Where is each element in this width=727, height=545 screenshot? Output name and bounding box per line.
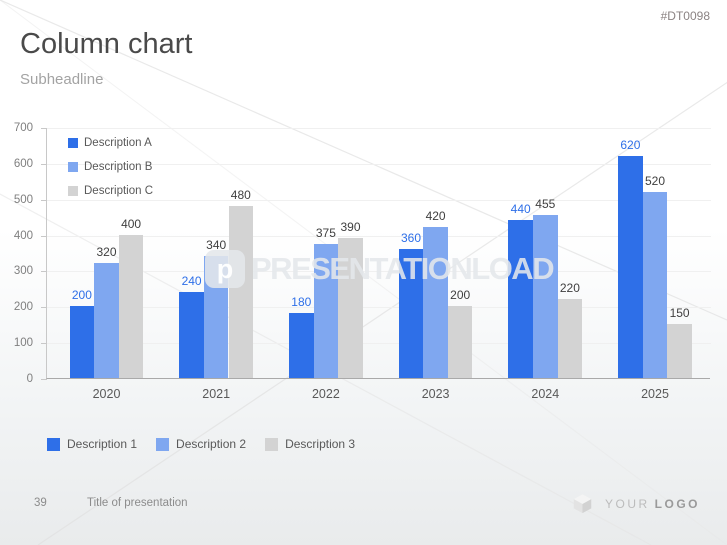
y-axis-tick	[41, 271, 47, 273]
bar	[338, 238, 363, 378]
y-axis-label: 0	[26, 373, 33, 385]
bar-value-label: 200	[71, 288, 92, 303]
legend-item: Description B	[68, 159, 153, 175]
y-axis-tick	[41, 199, 47, 201]
bar-value-label: 375	[315, 225, 336, 240]
bar	[203, 256, 229, 378]
legend-item: Description 2	[156, 437, 246, 451]
product-code: #DT0098	[660, 9, 710, 23]
x-axis-label: 2023	[421, 387, 450, 401]
legend-label: Description A	[84, 137, 152, 149]
y-axis-label: 200	[13, 301, 33, 314]
bar-value-label: 220	[559, 281, 580, 296]
bar	[508, 220, 533, 378]
bar	[179, 291, 204, 378]
y-gridline	[47, 271, 711, 273]
bar-value-label: 420	[425, 209, 446, 224]
legend-label: Description B	[84, 161, 153, 173]
x-axis-label: 2022	[311, 387, 340, 401]
bar-value-label: 150	[669, 306, 690, 321]
bar	[557, 299, 583, 378]
legend-label: Description 3	[285, 437, 356, 451]
footer-presentation-title: Title of presentation	[87, 497, 188, 509]
bar-value-label: 240	[181, 273, 202, 288]
legend-swatch-series-a	[68, 138, 78, 148]
legend-item: Description 3	[265, 437, 355, 451]
y-axis-tick	[41, 379, 47, 380]
logo-text-your: YOUR	[604, 496, 650, 511]
bar	[447, 306, 473, 378]
y-axis-label: 500	[13, 193, 33, 206]
page-subtitle: Subheadline	[20, 71, 104, 88]
bar	[642, 191, 668, 378]
bar-value-label: 480	[230, 187, 251, 202]
logo-text: YOUR LOGO	[605, 497, 700, 511]
y-gridline	[47, 307, 711, 309]
y-axis-label: 300	[13, 265, 33, 278]
x-axis-label: 2020	[92, 387, 121, 401]
bar-value-label: 200	[450, 288, 471, 303]
legend-swatch-series-c	[68, 186, 78, 196]
bar	[398, 248, 424, 378]
x-axis-label: 2024	[531, 387, 560, 401]
y-gridline	[47, 343, 711, 345]
y-axis-label: 400	[13, 229, 33, 242]
y-axis-label: 600	[13, 157, 33, 170]
legend-swatch-series-b	[68, 162, 78, 172]
bar-value-label: 440	[510, 202, 531, 217]
bar	[289, 313, 314, 378]
y-axis-tick	[41, 163, 47, 165]
legend-item: Description 1	[47, 437, 137, 451]
legend-item: Description A	[68, 135, 153, 151]
bar-value-label: 400	[121, 216, 142, 231]
bar	[228, 205, 254, 378]
bar-value-label: 340	[206, 238, 227, 253]
bar	[618, 155, 643, 378]
x-axis-label: 2025	[641, 387, 669, 401]
y-axis-tick	[41, 307, 47, 309]
bottom-legend: Description 1 Description 2 Description …	[47, 437, 374, 451]
bar-value-label: 390	[340, 220, 361, 235]
bar	[533, 214, 558, 378]
x-axis-label: 2021	[202, 387, 231, 401]
column-chart: 0 100 200 300 400 500 600 700 200 320 400 2020 240 34…	[14, 122, 711, 401]
page-title: Column chart	[20, 28, 193, 60]
y-axis-tick	[41, 235, 47, 237]
y-gridline	[47, 235, 711, 237]
bar	[94, 263, 119, 378]
your-logo: YOUR LOGO	[572, 493, 700, 514]
bar	[423, 227, 448, 378]
legend-swatch-3	[265, 437, 279, 451]
y-gridline	[47, 128, 711, 129]
bar-value-label: 320	[96, 245, 117, 260]
y-axis-tick	[41, 343, 47, 345]
logo-text-logo: LOGO	[654, 496, 700, 511]
cube-logo-icon	[573, 494, 592, 514]
bar-value-label: 180	[291, 295, 312, 310]
y-axis-label: 700	[13, 122, 33, 134]
legend-label: Description C	[84, 185, 154, 197]
legend-swatch-1	[47, 437, 60, 451]
legend-item: Description C	[68, 183, 153, 199]
y-axis-tick	[41, 128, 47, 129]
legend-label: Description 1	[67, 437, 138, 451]
y-axis-label: 100	[13, 337, 33, 350]
legend-swatch-2	[156, 437, 170, 451]
bar	[667, 324, 692, 378]
bar	[118, 234, 144, 378]
bar	[313, 243, 339, 378]
chart-legend: Description A Description B Description …	[68, 135, 153, 207]
bar-value-label: 620	[620, 137, 641, 152]
legend-label: Description 2	[176, 437, 247, 451]
bar-value-label: 360	[400, 230, 422, 245]
bar-value-label: 520	[644, 173, 666, 188]
page-number: 39	[34, 497, 47, 509]
bar-value-label: 455	[535, 196, 556, 211]
bar	[69, 306, 95, 378]
